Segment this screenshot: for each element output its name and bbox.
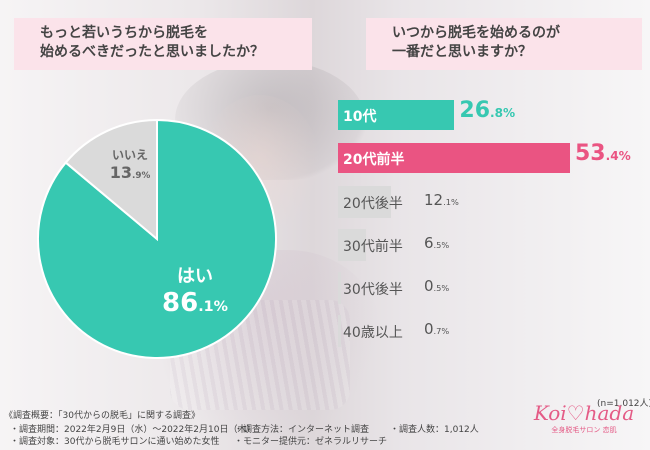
pie-chart — [37, 118, 277, 359]
bar-value-20s-late: 12.1% — [424, 191, 459, 209]
bar-chart: 10代 26.8% 20代前半 53.4% 20代後半 12.1% 30代前半 6.5% 30代… — [338, 98, 650, 390]
question-left-box: もっと若いうちから脱毛を 始めるべきだったと思いましたか？ — [14, 18, 312, 70]
bar-40-plus — [338, 315, 342, 347]
question-right-line2: 一番だと思いますか？ — [392, 44, 532, 60]
bar-label-30s-early: 30代前半 — [343, 239, 403, 255]
bar-20s-early — [338, 143, 570, 173]
pie-label-no-value: 13.9% — [109, 163, 151, 182]
bar-10s — [338, 100, 455, 130]
question-right-box: いつから脱毛を始めるのが 一番だと思いますか？ — [366, 18, 642, 70]
bar-value-40-plus: 0.7% — [424, 320, 450, 338]
logo-tagline: 全身脱毛サロン 恋肌 — [551, 426, 617, 434]
bar-20s-late — [338, 186, 391, 218]
pie-label-yes-text: はい — [177, 266, 213, 287]
pie-label-yes: はい 86.1% — [150, 262, 240, 318]
pie-label-no-text: いいえ — [111, 148, 148, 162]
question-right-line1: いつから脱毛を始めるのが — [392, 25, 560, 41]
survey-method: ・調査方法：インターネット調査 — [234, 425, 370, 435]
pie-label-no: いいえ 13.9% — [100, 146, 160, 182]
question-left-line2: 始めるべきだったと思いましたか？ — [40, 44, 264, 60]
sample-size: (n=1,012人) — [597, 399, 650, 409]
bar-value-10s: 26.8% — [459, 98, 516, 123]
survey-target: ・調査対象：30代から脱毛サロンに通い始めた女性 — [10, 437, 220, 447]
bar-value-20s-early: 53.4% — [575, 141, 631, 166]
bar-value-30s-late: 0.5% — [424, 277, 450, 295]
survey-title: 《調査概要：「30代からの脱毛」に関する調査》 — [4, 411, 200, 421]
question-left-line1: もっと若いうちから脱毛を — [40, 25, 208, 41]
pie-label-yes-value: 86.1% — [162, 288, 228, 318]
pie-slice-no — [64, 118, 158, 242]
survey-count: ・調査人数：1,012人 — [390, 425, 479, 435]
brand-logo: Koi♡hada 全身脱毛サロン 恋肌 — [528, 402, 640, 435]
bar-label-20s-late: 20代後半 — [343, 196, 403, 212]
bar-30s-early — [338, 229, 367, 261]
survey-provider: ・モニター提供元：ゼネラルリサーチ — [234, 437, 388, 447]
bar-label-20s-early: 20代前半 — [343, 152, 405, 168]
bar-label-40-plus: 40歳以上 — [343, 325, 403, 341]
bar-value-30s-early: 6.5% — [424, 234, 450, 252]
logo-wordmark: Koi♡hada — [533, 401, 635, 425]
bar-label-10s: 10代 — [343, 109, 377, 125]
bar-30s-late — [338, 272, 341, 304]
bar-label-30s-late: 30代後半 — [343, 282, 403, 298]
survey-period: ・調査期間：2022年2月9日（水）〜2022年2月10日（木） — [10, 425, 256, 435]
